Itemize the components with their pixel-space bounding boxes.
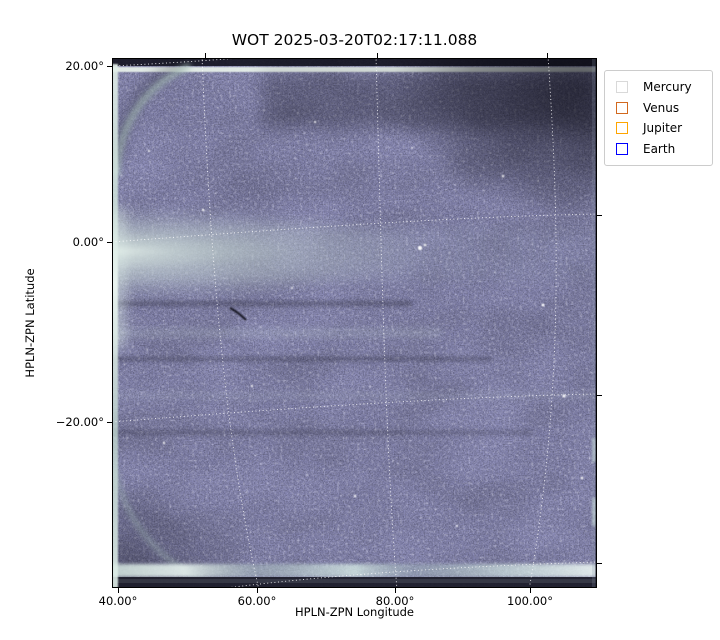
x-tick-label: 100.00° <box>507 594 553 608</box>
legend-label-mercury: Mercury <box>643 80 692 95</box>
x-axis-label: HPLN-ZPN Longitude <box>294 605 414 619</box>
y-tick-mark <box>107 422 112 423</box>
y-tick-mark <box>107 66 112 67</box>
jupiter-swatch-icon <box>616 122 628 135</box>
legend-label-jupiter: Jupiter <box>643 121 683 136</box>
graticule-grid <box>112 58 597 588</box>
plot-area <box>112 58 597 588</box>
earth-swatch-icon <box>616 142 628 155</box>
top-tick-mark <box>205 53 206 58</box>
y-tick-label: 20.00° <box>65 59 104 73</box>
legend-item-mercury: Mercury <box>616 77 706 98</box>
top-tick-mark <box>377 53 378 58</box>
legend-item-jupiter: Jupiter <box>616 118 706 139</box>
right-tick-mark <box>597 215 602 216</box>
x-tick-mark <box>395 588 396 593</box>
y-tick-label: −20.00° <box>55 415 104 429</box>
axes-frame <box>112 58 597 588</box>
x-tick-mark <box>530 588 531 593</box>
legend: Mercury Venus Jupiter Earth <box>604 70 713 166</box>
mercury-swatch-icon <box>616 81 628 94</box>
legend-label-venus: Venus <box>643 100 680 115</box>
y-axis-label: HPLN-ZPN Latitude <box>23 268 37 378</box>
x-tick-label: 60.00° <box>237 594 277 608</box>
legend-label-earth: Earth <box>643 141 676 156</box>
venus-swatch-icon <box>616 101 628 114</box>
right-tick-mark <box>597 395 602 396</box>
plot-title: WOT 2025-03-20T02:17:11.088 <box>231 31 478 49</box>
sky-image <box>112 58 597 588</box>
y-tick-label: 0.00° <box>72 235 104 249</box>
legend-item-earth: Earth <box>616 139 706 160</box>
x-tick-label: 80.00° <box>375 594 415 608</box>
x-tick-label: 40.00° <box>98 594 138 608</box>
x-tick-mark <box>257 588 258 593</box>
image-bands <box>112 203 597 435</box>
x-tick-mark <box>118 588 119 593</box>
legend-item-venus: Venus <box>616 98 706 119</box>
y-tick-mark <box>107 242 112 243</box>
right-tick-mark <box>597 563 602 564</box>
top-tick-mark <box>547 53 548 58</box>
star-speckles <box>147 120 584 528</box>
